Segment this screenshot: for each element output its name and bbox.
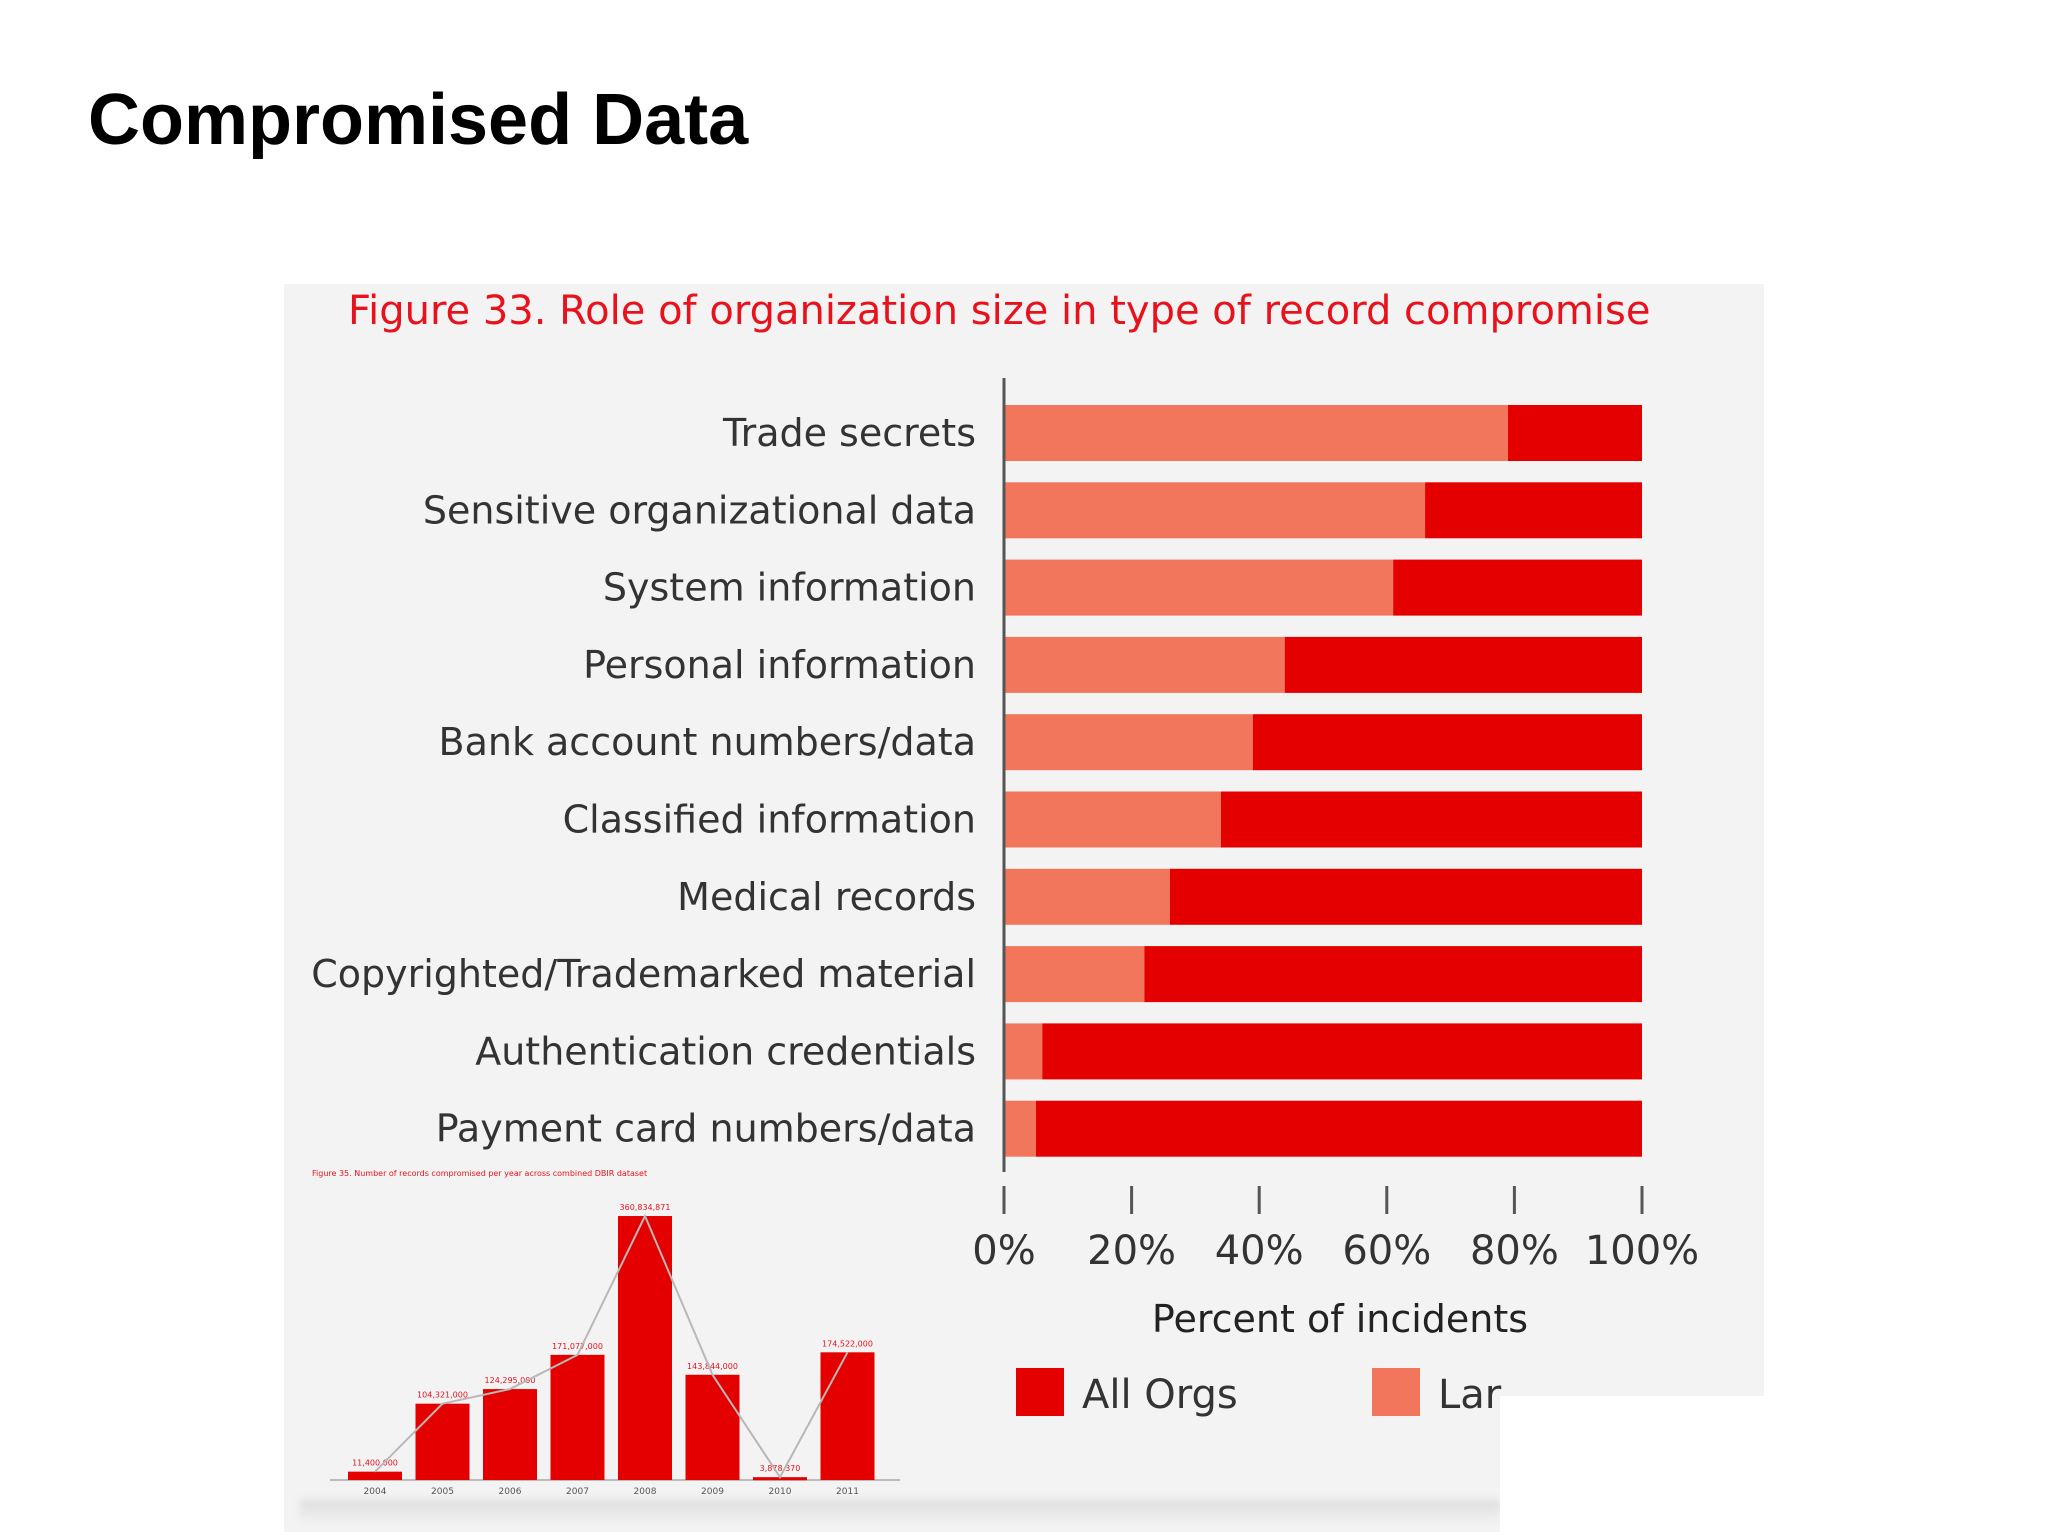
stacked-bar-layer (1004, 405, 1642, 1157)
category-label-0: Trade secrets (722, 411, 976, 455)
category-label-4: Bank account numbers/data (439, 720, 977, 764)
figure-shadow (300, 1500, 1500, 1524)
bar-all-orgs-9 (1035, 1100, 1642, 1157)
figure-33-caption: Figure 33. Role of organization size in … (348, 288, 1651, 334)
category-label-layer: Trade secrets Sensitive organizational da… (311, 411, 976, 1151)
legend-swatch-0 (1016, 1368, 1064, 1416)
inset-bar-0 (348, 1471, 402, 1480)
legend: All Orgs Lar (1016, 1368, 1502, 1418)
inset-category-0: 2004 (364, 1487, 387, 1497)
bar-all-orgs-7 (1144, 946, 1642, 1003)
inset-category-7: 2011 (836, 1487, 859, 1497)
inset-data-label-6: 3,878,370 (760, 1464, 801, 1473)
x-tick-label-4: 80% (1470, 1228, 1559, 1274)
inset-category-5: 2009 (701, 1487, 724, 1497)
bar-larger-orgs-3 (1004, 636, 1285, 693)
x-tick-label-3: 60% (1342, 1228, 1431, 1274)
bar-all-orgs-0 (1508, 405, 1642, 461)
bar-all-orgs-3 (1284, 636, 1642, 693)
legend-swatch-1 (1372, 1368, 1420, 1416)
bar-larger-orgs-0 (1004, 405, 1509, 461)
bar-larger-orgs-6 (1004, 868, 1170, 925)
inset-data-label-3: 171,077,000 (552, 1342, 603, 1351)
category-label-7: Copyrighted/Trademarked material (311, 952, 976, 996)
bar-larger-orgs-2 (1004, 559, 1394, 616)
inset-category-2: 2006 (499, 1487, 522, 1497)
x-axis-label: Percent of incidents (1152, 1297, 1528, 1341)
bar-larger-orgs-8 (1004, 1023, 1043, 1080)
bar-all-orgs-4 (1252, 714, 1642, 771)
bar-all-orgs-1 (1425, 482, 1642, 539)
bar-larger-orgs-9 (1004, 1100, 1036, 1157)
bar-all-orgs-6 (1169, 868, 1642, 925)
category-label-8: Authentication credentials (475, 1029, 976, 1073)
category-label-3: Personal information (583, 643, 976, 687)
inset-data-label-0: 11,400,000 (352, 1459, 398, 1468)
bar-larger-orgs-5 (1004, 791, 1221, 848)
inset-data-label-5: 143,844,000 (687, 1362, 738, 1371)
inset-trend-line (374, 1213, 849, 1480)
inset-chart-title: Figure 35. Number of records compromised… (312, 1169, 647, 1178)
bar-all-orgs-8 (1042, 1023, 1642, 1080)
legend-label-0: All Orgs (1082, 1372, 1238, 1418)
slide-title: Compromised Data (88, 80, 749, 160)
inset-category-4: 2008 (634, 1487, 657, 1497)
inset-bar-7 (820, 1352, 875, 1480)
inset-data-label-1: 104,321,000 (417, 1391, 468, 1400)
inset-data-label-4: 360,834,871 (620, 1203, 671, 1212)
x-tick-label-5: 100% (1585, 1228, 1699, 1274)
inset-data-label-7: 174,522,000 (822, 1339, 873, 1348)
white-overlay (1500, 1396, 1800, 1536)
inset-bar-5 (685, 1374, 740, 1480)
bar-all-orgs-5 (1220, 791, 1642, 848)
bar-larger-orgs-1 (1004, 482, 1426, 539)
category-label-5: Classified information (563, 798, 976, 842)
inset-bar-3 (550, 1354, 605, 1480)
legend-label-1: Lar (1438, 1372, 1502, 1418)
bar-all-orgs-2 (1393, 559, 1642, 616)
x-axis: 0% 20% 40% 60% 80% 100% Percent of incidents (972, 378, 1699, 1341)
x-tick-label-2: 40% (1215, 1228, 1304, 1274)
x-tick-label-1: 20% (1087, 1228, 1176, 1274)
category-label-1: Sensitive organizational data (423, 488, 976, 532)
inset-category-3: 2007 (566, 1487, 589, 1497)
category-label-9: Payment card numbers/data (436, 1107, 976, 1151)
category-label-6: Medical records (677, 875, 976, 919)
inset-category-6: 2010 (769, 1487, 792, 1497)
bar-larger-orgs-4 (1004, 714, 1253, 771)
inset-bar-1 (415, 1403, 470, 1480)
records-per-year-chart: Figure 35. Number of records compromised… (312, 1169, 900, 1497)
inset-category-1: 2005 (431, 1487, 454, 1497)
inset-bar-2 (483, 1389, 537, 1480)
inset-data-label-2: 124,295,000 (485, 1376, 536, 1385)
x-tick-label-0: 0% (972, 1228, 1035, 1274)
category-label-2: System information (603, 566, 976, 610)
bar-larger-orgs-7 (1004, 946, 1145, 1003)
